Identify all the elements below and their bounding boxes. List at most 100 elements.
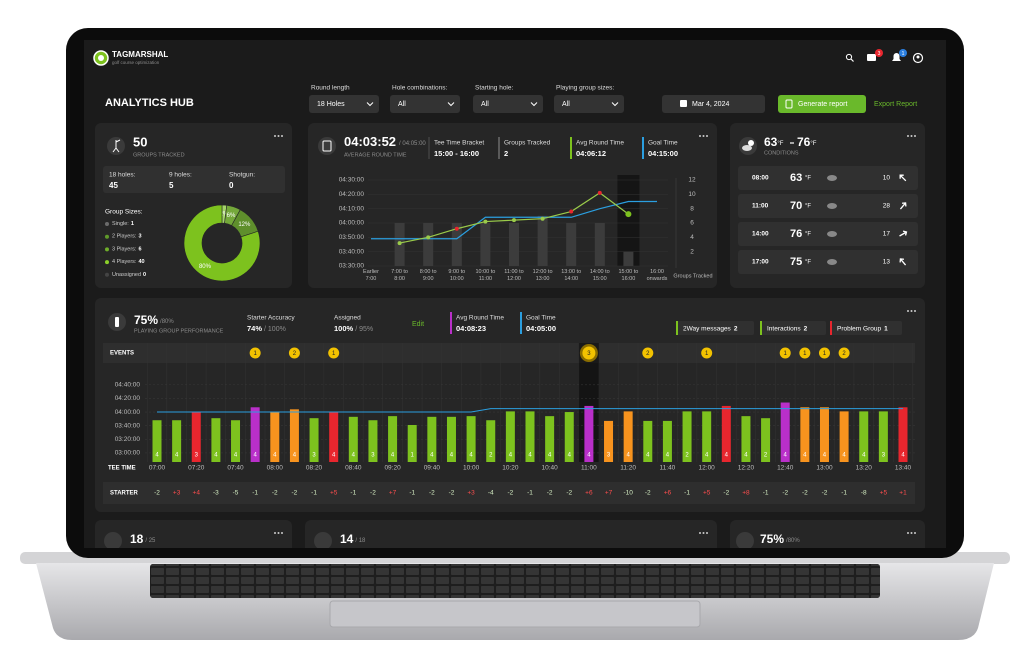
mail-icon[interactable]	[867, 54, 876, 61]
filter-value: 18 Holes	[317, 101, 345, 108]
x-tick-label: 9:00 to 10:00	[448, 269, 465, 282]
filter-dropdown[interactable]	[554, 95, 624, 113]
stat-label: 9 holes:	[169, 172, 192, 179]
stat-label: Assigned	[334, 315, 361, 322]
menu-dot	[706, 135, 708, 137]
group-size-label: Single:	[112, 221, 129, 227]
summary-target: /80%	[786, 538, 800, 544]
size-bullet	[105, 222, 109, 226]
more-menu[interactable]	[907, 532, 916, 534]
generate-report-button[interactable]	[778, 95, 866, 113]
bar-label: 4	[253, 453, 257, 459]
temp-low: 63°F	[764, 135, 784, 149]
date-picker[interactable]	[662, 95, 765, 113]
counter: 2Way messages 2	[683, 325, 738, 332]
bar-label: 4	[626, 453, 630, 459]
stat-accent	[570, 137, 572, 159]
starter-delta: -4	[488, 490, 494, 497]
starter-delta: -2	[507, 490, 513, 497]
page-title: ANALYTICS HUB	[105, 97, 194, 109]
more-menu[interactable]	[274, 135, 283, 137]
bar	[152, 420, 162, 462]
user-icon-head	[916, 55, 920, 59]
golfer-glyph	[112, 139, 121, 153]
stat-value: 04:15:00	[648, 149, 678, 158]
event-marker[interactable]	[799, 347, 811, 359]
bar-label: 2	[685, 453, 689, 459]
x-tick-label: 14:00 to 15:00	[590, 269, 610, 282]
menu-dot	[274, 532, 276, 534]
stat-value: 45	[109, 181, 118, 190]
bar	[584, 405, 594, 462]
event-marker[interactable]	[642, 347, 654, 359]
avg-round-time-value: 04:03:52	[344, 134, 396, 149]
counter: Problem Group 1	[837, 325, 888, 332]
stat-label: Shotgun:	[229, 172, 255, 179]
bar-label: 4	[568, 453, 572, 459]
event-marker[interactable]	[582, 346, 596, 360]
x-tick-label: 12:00	[699, 465, 716, 472]
bar-label: 3	[882, 453, 886, 459]
bar-label: 4	[430, 453, 434, 459]
more-menu[interactable]	[274, 532, 283, 534]
mail-badge-dot	[875, 49, 883, 57]
event-marker[interactable]	[701, 347, 713, 359]
bar-label: 3	[312, 453, 316, 459]
filter-dropdown[interactable]	[473, 95, 543, 113]
bar	[643, 420, 653, 462]
event-marker[interactable]	[328, 347, 340, 359]
more-menu[interactable]	[699, 135, 708, 137]
bar-label: 4	[214, 453, 218, 459]
event-marker[interactable]	[249, 347, 261, 359]
event-marker[interactable]	[288, 347, 300, 359]
filter-value: All	[398, 101, 406, 108]
performance-caption: PLAYING GROUP PERFORMANCE	[134, 328, 224, 334]
summary-value: 75%	[760, 532, 784, 546]
menu-dot	[706, 532, 708, 534]
bar-label: 4	[528, 453, 532, 459]
counter-label: Problem Group	[837, 325, 881, 332]
card-icon	[318, 137, 336, 155]
card	[95, 520, 292, 548]
filter-dropdown[interactable]	[309, 95, 379, 113]
event-marker[interactable]	[818, 347, 830, 359]
bar	[191, 412, 201, 462]
x-tick-line: 13:00	[536, 276, 550, 282]
tagline: golf course optimization	[112, 60, 160, 65]
event-marker[interactable]	[779, 347, 791, 359]
search-icon-handle	[850, 58, 854, 62]
y2-tick-label: 8	[690, 205, 694, 212]
generate-report-label: Generate report	[798, 101, 847, 108]
bar	[878, 411, 888, 462]
export-report-link[interactable]: Export Report	[874, 101, 917, 108]
report-icon	[785, 99, 793, 109]
line-point	[569, 209, 574, 214]
bar	[800, 407, 810, 462]
card-icon	[736, 532, 754, 548]
mail-badge: 3	[878, 51, 881, 57]
starter-delta: +7	[389, 490, 397, 497]
x-tick-label: 09:20	[384, 465, 401, 472]
bar	[594, 223, 605, 266]
menu-dot	[910, 532, 913, 534]
counter-value: 1	[884, 325, 888, 332]
more-menu[interactable]	[907, 310, 916, 312]
bar-label: 1	[411, 453, 415, 459]
temp-high-value: 76	[797, 135, 811, 149]
search-icon[interactable]	[845, 53, 853, 61]
event-count: 1	[253, 351, 257, 357]
more-menu[interactable]	[907, 135, 916, 137]
edit-link[interactable]: Edit	[412, 321, 424, 328]
bar	[898, 407, 908, 462]
menu-dot	[702, 135, 705, 137]
filter-dropdown[interactable]	[390, 95, 460, 113]
more-menu[interactable]	[699, 532, 708, 534]
bell-icon[interactable]	[892, 53, 901, 61]
time-value: 04:05:00	[526, 324, 556, 333]
x-tick-line: 16:00	[622, 276, 636, 282]
weather-icon	[827, 259, 837, 265]
user-icon[interactable]	[912, 52, 924, 64]
event-marker[interactable]	[838, 347, 850, 359]
y2-tick-label: 12	[688, 177, 696, 184]
starter-delta: -2	[154, 490, 160, 497]
